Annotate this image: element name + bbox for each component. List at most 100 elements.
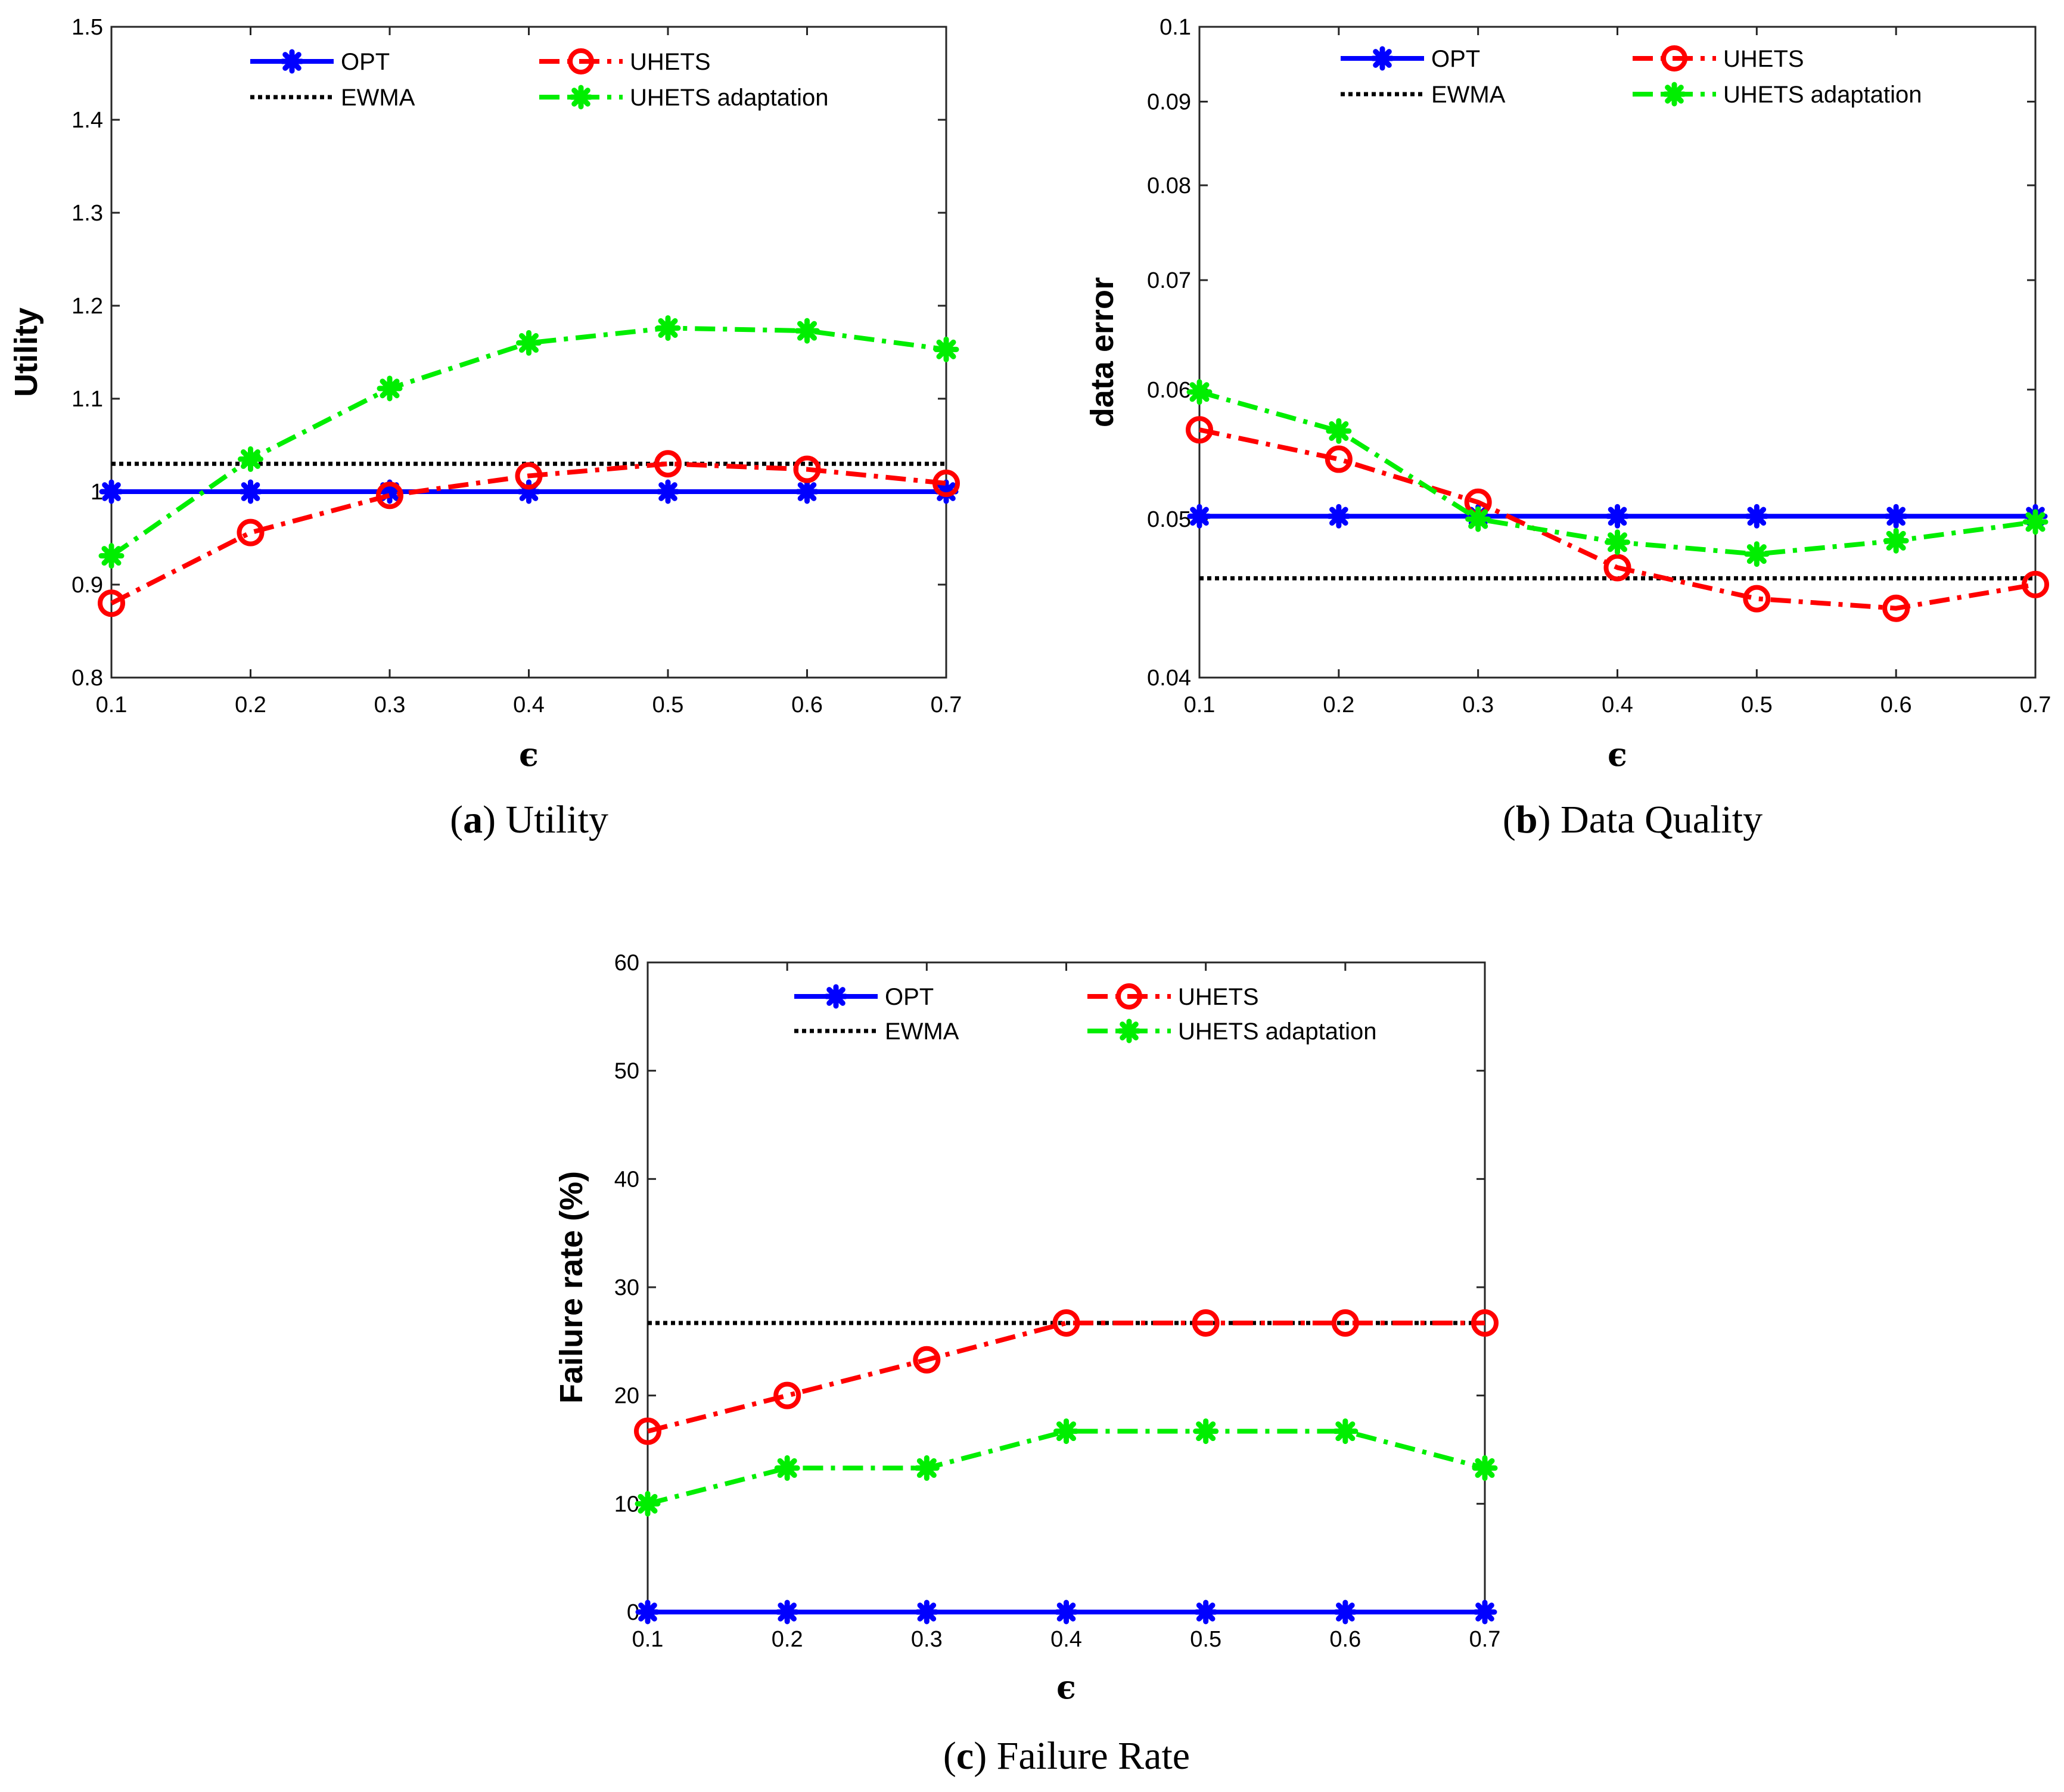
point-uhets-adaptation: [1605, 529, 1630, 555]
point-uhets-adaptation: [1186, 379, 1213, 405]
x-axis-label: ϵ: [519, 735, 539, 774]
x-tick-label: 0.5: [1741, 692, 1773, 718]
point-uhets: [98, 589, 125, 617]
legend: OPT UHETS EWMA UHETS adaptation: [794, 983, 1377, 1045]
series-uhets: [98, 450, 960, 617]
point-uhets-adaptation: [1193, 1418, 1219, 1445]
legend-label: UHETS: [1723, 46, 1804, 72]
y-tick-label: 0.8: [72, 666, 103, 691]
point-uhets: [2022, 570, 2049, 598]
legend-label: EWMA: [341, 85, 415, 111]
point-uhets: [1471, 1309, 1499, 1337]
legend-label: OPT: [341, 49, 390, 75]
x-tick-label: 0.7: [2020, 692, 2051, 718]
point-opt: [635, 1600, 660, 1625]
x-axis-label: ϵ: [1608, 735, 1627, 774]
panel-data-quality: 0.04 0.05 0.06 0.07 0.08 0.09 0.1 0.1 0.2 0.3 0.4 0…: [1084, 15, 2051, 841]
y-tick-label: 0.07: [1147, 268, 1191, 293]
point-uhets-adaptation: [655, 315, 681, 341]
point-uhets: [1882, 594, 1910, 622]
legend-label: EWMA: [1431, 82, 1506, 108]
point-opt: [1054, 1600, 1078, 1625]
point-opt: [795, 479, 819, 504]
plot-area: [646, 961, 1486, 1613]
point-uhets-adaptation: [1326, 418, 1352, 444]
point-opt: [517, 479, 541, 504]
point-uhets-adaptation: [377, 375, 403, 402]
point-uhets: [1743, 585, 1771, 613]
point-opt: [1605, 504, 1630, 529]
point-uhets-adaptation: [794, 318, 820, 344]
point-uhets-adaptation: [238, 446, 263, 472]
x-tick-label: 0.6: [1880, 692, 1912, 718]
point-uhets: [237, 518, 265, 546]
x-tick-label: 0.1: [96, 692, 128, 718]
y-tick-label: 0.1: [1160, 15, 1191, 40]
x-tick-label: 0.1: [1184, 692, 1216, 718]
y-tick-label: 0.04: [1147, 666, 1191, 691]
legend-label: EWMA: [885, 1018, 959, 1045]
point-uhets: [1325, 445, 1353, 473]
y-tick-label: 1.1: [72, 387, 103, 412]
point-uhets: [376, 482, 403, 510]
legend-entry-uhets-adaptation: UHETS adaptation: [1633, 82, 1922, 108]
point-uhets-adaptation: [2022, 509, 2049, 535]
legend-entry-opt: OPT: [794, 984, 934, 1010]
legend: OPT UHETS EWMA UHETS adaptation: [250, 48, 829, 111]
point-opt: [377, 479, 402, 504]
x-tick-label: 0.7: [931, 692, 962, 718]
legend: OPT UHETS EWMA UHETS adaptation: [1341, 45, 1922, 108]
point-uhets: [793, 455, 821, 483]
point-uhets-adaptation: [1883, 527, 1909, 554]
y-tick-label: 0.08: [1147, 173, 1191, 198]
y-tick-label: 1: [91, 480, 103, 505]
y-tick-label: 1.2: [72, 294, 103, 319]
point-uhets-adaptation: [913, 1455, 940, 1481]
point-opt: [1333, 1600, 1358, 1625]
point-opt: [655, 479, 680, 504]
point-opt: [1472, 1600, 1497, 1625]
point-uhets-adaptation: [516, 330, 542, 356]
point-uhets: [1603, 554, 1631, 582]
y-tick-label: 0: [627, 1600, 639, 1625]
point-uhets-adaptation: [1332, 1418, 1359, 1445]
point-uhets-adaptation: [635, 1490, 661, 1517]
y-tick-label: 50: [614, 1059, 639, 1084]
y-tick-label: 0.09: [1147, 90, 1191, 115]
x-tick-label: 0.3: [911, 1627, 943, 1652]
series-opt: [99, 479, 959, 504]
x-tick-label: 0.1: [632, 1627, 664, 1652]
y-axis-label: Utility: [8, 308, 44, 397]
point-uhets: [773, 1381, 801, 1409]
x-tick-label: 0.3: [1462, 692, 1494, 718]
legend-entry-uhets-adaptation: UHETS adaptation: [539, 85, 829, 111]
point-uhets-adaptation: [98, 543, 125, 569]
legend-marker: [1116, 983, 1142, 1010]
legend-marker: [568, 48, 594, 74]
panel-caption: (a) Utility: [450, 798, 608, 841]
legend-marker: [568, 85, 593, 110]
x-tick-label: 0.2: [772, 1627, 803, 1652]
y-axis-label: Failure rate (%): [554, 1171, 589, 1403]
legend-marker: [823, 984, 848, 1009]
x-tick-label: 0.4: [1050, 1627, 1082, 1652]
x-axis-label: ϵ: [1056, 1668, 1076, 1706]
x-tick-label: 0.5: [652, 692, 684, 718]
y-tick-label: 40: [614, 1167, 639, 1192]
point-uhets: [1186, 416, 1213, 444]
point-uhets: [913, 1346, 941, 1374]
y-tick-label: 1.5: [72, 15, 103, 40]
y-tick-label: 1.3: [72, 201, 103, 226]
legend-label: UHETS adaptation: [1723, 82, 1922, 108]
y-tick-label: 0.9: [72, 573, 103, 598]
x-tick-label: 0.2: [1323, 692, 1354, 718]
legend-entry-uhets-adaptation: UHETS adaptation: [1087, 1018, 1377, 1045]
x-tick-label: 0.7: [1469, 1627, 1501, 1652]
line-uhets: [1199, 427, 2036, 611]
y-tick-label: 20: [614, 1384, 639, 1409]
point-uhets-adaptation: [1743, 541, 1770, 567]
y-tick-label: 30: [614, 1275, 639, 1300]
point-uhets-adaptation: [774, 1455, 800, 1481]
point-uhets: [515, 462, 543, 490]
